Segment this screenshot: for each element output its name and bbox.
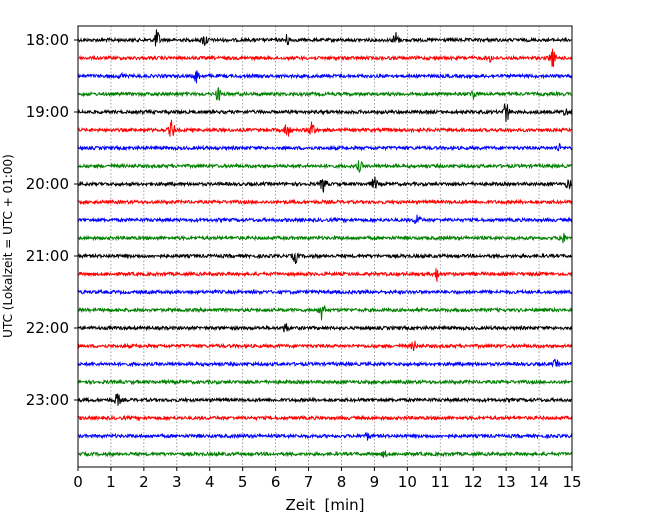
grid xyxy=(110,26,540,467)
seismogram-trace xyxy=(77,142,573,152)
x-tick-label: 10 xyxy=(398,473,417,491)
x-tick-label: 6 xyxy=(271,473,281,491)
x-tick-label: 11 xyxy=(431,473,450,491)
seismogram-trace xyxy=(77,198,573,206)
traces xyxy=(77,29,573,458)
seismogram-trace xyxy=(77,233,573,244)
y-axis-label: UTC (Lokalzeit = UTC + 01:00) xyxy=(1,154,15,338)
x-tick-label: 3 xyxy=(172,473,182,491)
y-axis: 18:00 19:00 20:00 21:00 22:00 23:00 xyxy=(26,31,78,409)
x-tick-label: 1 xyxy=(106,473,116,491)
seismogram-trace xyxy=(77,252,573,265)
seismogram-trace xyxy=(77,214,573,225)
seismogram-trace xyxy=(77,268,573,282)
x-axis-label: Zeit [min] xyxy=(285,496,364,514)
y-tick-label: 21:00 xyxy=(26,247,69,265)
x-tick-label: 15 xyxy=(562,473,581,491)
x-tick-label: 4 xyxy=(205,473,215,491)
seismogram-trace xyxy=(77,431,573,441)
x-tick-label: 8 xyxy=(337,473,347,491)
x-tick-label: 9 xyxy=(370,473,380,491)
seismogram-trace xyxy=(77,323,573,333)
seismogram-trace xyxy=(77,87,573,102)
x-tick-label: 7 xyxy=(304,473,314,491)
seismogram-trace xyxy=(77,29,573,47)
seismogram-trace xyxy=(77,340,573,352)
y-tick-label: 23:00 xyxy=(26,391,69,409)
seismogram-trace xyxy=(77,450,573,458)
seismogram-trace xyxy=(77,103,573,123)
x-tick-label: 14 xyxy=(530,473,549,491)
seismogram-trace xyxy=(77,48,573,68)
seismogram-trace xyxy=(77,393,573,406)
seismogram-trace xyxy=(77,378,573,386)
seismogram-trace xyxy=(77,176,573,193)
x-tick-label: 13 xyxy=(497,473,516,491)
plot-frame xyxy=(77,25,573,468)
seismogram-trace xyxy=(77,70,573,84)
x-tick-label: 0 xyxy=(73,473,83,491)
seismogram-trace xyxy=(77,414,573,422)
y-tick-label: 20:00 xyxy=(26,175,69,193)
x-tick-label: 5 xyxy=(238,473,248,491)
seismogram-trace xyxy=(77,119,573,137)
seismogram-trace xyxy=(77,288,573,296)
seismogram-trace xyxy=(77,160,573,174)
seismogram-trace xyxy=(77,358,573,368)
x-tick-label: 12 xyxy=(464,473,483,491)
seismogram-trace xyxy=(78,304,573,321)
x-tick-label: 2 xyxy=(139,473,149,491)
y-tick-label: 19:00 xyxy=(26,103,69,121)
y-tick-label: 18:00 xyxy=(26,31,69,49)
x-axis: 0 1 2 3 4 5 6 7 8 9 10 11 12 13 14 15 xyxy=(73,467,582,491)
y-tick-label: 22:00 xyxy=(26,319,69,337)
